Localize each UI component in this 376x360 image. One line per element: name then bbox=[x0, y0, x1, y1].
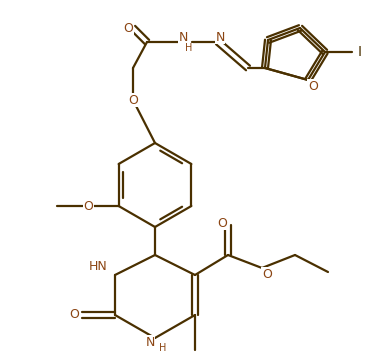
Text: I: I bbox=[358, 45, 362, 59]
Text: O: O bbox=[128, 94, 138, 107]
Text: H: H bbox=[159, 343, 167, 353]
Text: O: O bbox=[217, 216, 227, 230]
Text: O: O bbox=[262, 267, 272, 280]
Text: N: N bbox=[215, 31, 225, 44]
Text: N: N bbox=[145, 336, 155, 348]
Text: N: N bbox=[178, 31, 188, 44]
Text: O: O bbox=[123, 22, 133, 35]
Text: H: H bbox=[185, 43, 193, 53]
Text: O: O bbox=[69, 309, 79, 321]
Text: O: O bbox=[84, 199, 94, 212]
Text: HN: HN bbox=[88, 261, 107, 274]
Text: O: O bbox=[308, 80, 318, 93]
